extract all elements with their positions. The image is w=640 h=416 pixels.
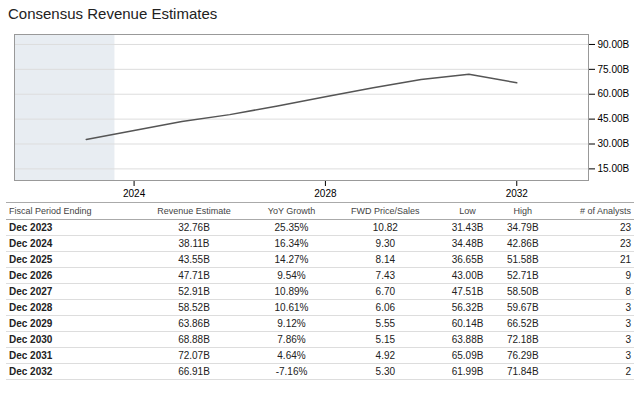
html-text:Dec 2028: Dec 2028	[9, 302, 53, 313]
svg-text:30.00B: 30.00B	[598, 138, 630, 149]
html-text:5.55: 5.55	[375, 318, 395, 329]
html-text:58.50B: 58.50B	[506, 286, 539, 297]
html-text:2: 2	[625, 366, 631, 377]
html-text:6.06: 6.06	[375, 302, 395, 313]
html-text:34.48B: 34.48B	[451, 238, 484, 249]
html-text:68.88B: 68.88B	[178, 334, 210, 345]
html-text:61.99B: 61.99B	[451, 366, 484, 377]
html-text:76.29B: 76.29B	[506, 350, 539, 361]
html-text:4.92: 4.92	[375, 350, 395, 361]
html-text:6.70: 6.70	[375, 286, 395, 297]
html-text:66.52B: 66.52B	[506, 318, 539, 329]
svg-text:2028: 2028	[314, 188, 337, 199]
html-text:Dec 2025: Dec 2025	[9, 254, 53, 265]
html-text:65.09B: 65.09B	[451, 350, 484, 361]
html-text:51.58B: 51.58B	[506, 254, 539, 265]
html-text:10.82: 10.82	[372, 222, 398, 233]
html-text:# of Analysts: # of Analysts	[580, 206, 631, 216]
html-text:7.43: 7.43	[375, 270, 395, 281]
html-text:23: 23	[619, 238, 631, 249]
html-text:Dec 2031: Dec 2031	[9, 350, 53, 361]
html-text:3: 3	[625, 302, 631, 313]
svg-text:2024: 2024	[123, 188, 146, 199]
html-text:Dec 2029: Dec 2029	[9, 318, 53, 329]
html-text:43.55B: 43.55B	[178, 254, 210, 265]
html-text:43.00B: 43.00B	[451, 270, 484, 281]
html-text:5.30: 5.30	[375, 366, 395, 377]
svg-text:90.00B: 90.00B	[598, 39, 630, 50]
html-text:Dec 2030: Dec 2030	[9, 334, 53, 345]
html-text:63.88B: 63.88B	[451, 334, 484, 345]
html-text:16.34%: 16.34%	[274, 238, 309, 249]
html-text:5.15: 5.15	[375, 334, 395, 345]
html-text:High: High	[513, 206, 532, 216]
html-text:FWD Price/Sales: FWD Price/Sales	[351, 206, 420, 216]
html-text:7.86%: 7.86%	[277, 334, 306, 345]
html-text:23: 23	[619, 222, 631, 233]
svg-text:45.00B: 45.00B	[598, 113, 630, 124]
html-text:9.12%: 9.12%	[277, 318, 306, 329]
html-text:Revenue Estimate: Revenue Estimate	[157, 206, 231, 216]
html-text:Dec 2023: Dec 2023	[9, 222, 53, 233]
html-text:8: 8	[625, 286, 631, 297]
html-text:3: 3	[625, 350, 631, 361]
html-text:56.32B: 56.32B	[451, 302, 484, 313]
html-text:34.79B: 34.79B	[506, 222, 539, 233]
html-text:14.27%: 14.27%	[274, 254, 309, 265]
html-text:36.65B: 36.65B	[451, 254, 484, 265]
html-text:58.52B: 58.52B	[178, 302, 210, 313]
html-text:32.76B: 32.76B	[178, 222, 210, 233]
html-text:10.89%: 10.89%	[274, 286, 309, 297]
html-text:Fiscal Period Ending: Fiscal Period Ending	[9, 206, 92, 216]
html-text:Dec 2027: Dec 2027	[9, 286, 53, 297]
html-text:9.54%: 9.54%	[277, 270, 306, 281]
html-text:8.14: 8.14	[375, 254, 395, 265]
html-text:52.71B: 52.71B	[506, 270, 539, 281]
svg-text:60.00B: 60.00B	[598, 88, 630, 99]
svg-text:75.00B: 75.00B	[598, 64, 630, 75]
html-text:21: 21	[619, 254, 631, 265]
html-text:66.91B: 66.91B	[178, 366, 210, 377]
html-text:72.18B: 72.18B	[506, 334, 539, 345]
html-text:47.71B: 47.71B	[178, 270, 210, 281]
html-text:Consensus Revenue Estimates: Consensus Revenue Estimates	[8, 5, 218, 22]
html-text:42.86B: 42.86B	[506, 238, 539, 249]
html-text:59.67B: 59.67B	[506, 302, 539, 313]
html-text:9: 9	[625, 270, 631, 281]
html-text:9.30: 9.30	[375, 238, 395, 249]
html-text:31.43B: 31.43B	[451, 222, 484, 233]
html-text:Dec 2032: Dec 2032	[9, 366, 53, 377]
html-text:-7.16%: -7.16%	[275, 366, 308, 377]
html-text:10.61%: 10.61%	[274, 302, 309, 313]
html-text:25.35%: 25.35%	[274, 222, 309, 233]
html-text:YoY Growth: YoY Growth	[267, 206, 316, 216]
html-text:63.86B: 63.86B	[178, 318, 210, 329]
html-text:3: 3	[625, 334, 631, 345]
html-text:72.07B: 72.07B	[178, 350, 210, 361]
html-text:Dec 2024: Dec 2024	[9, 238, 53, 249]
html-text:Dec 2026: Dec 2026	[9, 270, 53, 281]
html-text:4.64%: 4.64%	[277, 350, 306, 361]
html-text:38.11B: 38.11B	[178, 238, 210, 249]
html-text:52.91B: 52.91B	[178, 286, 210, 297]
html-text:71.84B: 71.84B	[506, 366, 539, 377]
svg-text:15.00B: 15.00B	[598, 163, 630, 174]
svg-text:2032: 2032	[506, 188, 529, 199]
html-text:Low: Low	[459, 206, 476, 216]
html-text:3: 3	[625, 318, 631, 329]
html-text:60.14B: 60.14B	[451, 318, 484, 329]
html-text:47.51B: 47.51B	[451, 286, 484, 297]
